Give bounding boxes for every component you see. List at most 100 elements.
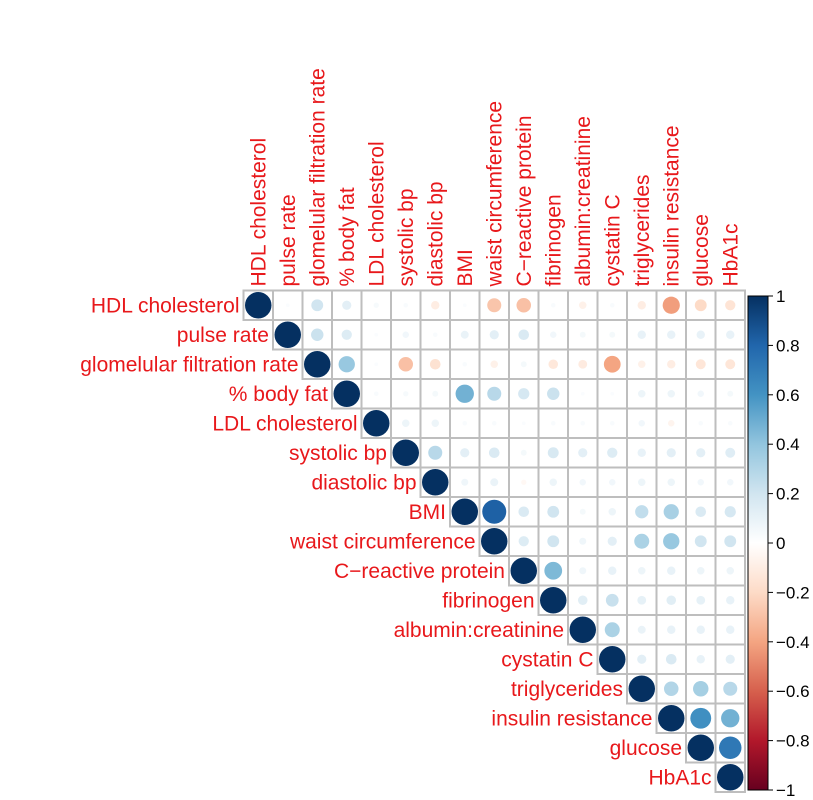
correlation-circle: [333, 380, 360, 407]
correlation-circle: [687, 734, 714, 761]
correlation-circle: [695, 506, 707, 518]
row-label: cystatin C: [501, 648, 593, 671]
row-label: glucose: [610, 737, 682, 760]
color-legend: 1 0.8 0.6 0.4 0.2 0 −0.2 −0.4 −0.6 −0.8 −1: [747, 287, 810, 800]
correlation-circle: [638, 360, 646, 368]
correlation-circle: [609, 479, 616, 486]
correlation-circle: [634, 533, 650, 549]
correlation-circle: [580, 420, 586, 426]
correlation-circle: [491, 420, 497, 426]
correlation-circle: [668, 420, 675, 427]
correlation-circle: [696, 330, 705, 339]
row-label: HbA1c: [648, 766, 711, 789]
correlation-circle: [403, 391, 409, 397]
correlation-circle: [725, 654, 735, 664]
legend-tick-label: 0.6: [776, 386, 800, 405]
correlation-circle: [462, 303, 467, 308]
correlation-circle: [725, 300, 736, 311]
correlation-circle: [635, 505, 649, 519]
column-labels: HDL cholesterol pulse rate glomelular filt…: [247, 68, 742, 287]
matrix-cell: [449, 289, 481, 321]
correlation-circle: [727, 390, 734, 397]
correlation-circle: [521, 479, 527, 485]
correlation-circle: [285, 303, 290, 308]
correlation-circle: [637, 330, 646, 339]
column-label: triglycerides: [631, 174, 654, 286]
correlation-circle: [694, 535, 707, 548]
column-label: BMI: [454, 249, 477, 286]
correlation-circle: [599, 646, 626, 673]
column-label: waist circumference: [483, 101, 506, 288]
row-label: % body fat: [229, 383, 328, 406]
correlation-circle: [579, 479, 586, 486]
correlation-circle: [697, 390, 704, 397]
correlation-circle: [605, 593, 619, 607]
correlation-circle: [658, 705, 685, 732]
correlation-circle: [638, 420, 645, 427]
correlation-circle: [431, 419, 439, 427]
correlation-circle: [460, 448, 470, 458]
correlation-circle: [304, 351, 331, 378]
correlation-circle: [608, 508, 616, 516]
correlation-circle: [451, 498, 478, 525]
correlation-circle: [698, 420, 704, 426]
correlation-circle: [637, 448, 646, 457]
correlation-circle: [690, 707, 712, 729]
correlation-circle: [609, 420, 615, 426]
correlation-circle: [727, 479, 734, 486]
correlation-circle: [402, 331, 409, 338]
column-label: albumin:creatinine: [572, 116, 595, 286]
column-label: fibrinogen: [542, 194, 565, 286]
row-label: BMI: [409, 501, 446, 524]
matrix-cell: [419, 437, 451, 469]
correlation-circle: [403, 302, 409, 308]
column-label: diastolic bp: [424, 181, 447, 286]
color-bar: [747, 295, 769, 791]
correlation-circle: [607, 447, 618, 458]
correlation-circle: [521, 421, 526, 426]
cell-grid: [242, 289, 746, 793]
correlation-circle: [520, 361, 527, 368]
correlation-circle: [607, 536, 617, 546]
correlation-circle: [727, 420, 733, 426]
row-label: glomelular filtration rate: [80, 353, 298, 376]
correlation-circle: [694, 299, 707, 312]
correlation-circle: [637, 654, 647, 664]
correlation-circle: [311, 328, 324, 341]
matrix-cell: [714, 289, 746, 321]
correlation-circle: [696, 448, 706, 458]
correlation-circle: [726, 596, 735, 605]
correlation-circle: [579, 508, 586, 515]
legend-tick-label: 0.2: [776, 485, 800, 504]
column-label: C−reactive protein: [513, 115, 536, 286]
correlation-circle: [667, 625, 676, 634]
matrix-cell: [714, 437, 746, 469]
correlation-circle: [245, 292, 272, 319]
correlation-circle: [518, 329, 530, 341]
correlation-circle: [724, 506, 736, 518]
correlation-circle: [398, 356, 414, 372]
correlation-circle: [637, 301, 646, 310]
correlation-circle: [667, 360, 676, 369]
correlation-circle: [667, 478, 675, 486]
row-label: fibrinogen: [442, 589, 534, 612]
column-label: glucose: [690, 214, 713, 286]
correlation-circle: [569, 616, 596, 643]
correlation-circle: [547, 387, 560, 400]
row-label: LDL cholesterol: [212, 412, 357, 435]
correlation-circle: [663, 504, 679, 520]
column-label: pulse rate: [277, 194, 300, 286]
correlation-circle: [490, 478, 499, 487]
correlation-circle: [488, 447, 500, 459]
correlation-circle: [608, 566, 617, 575]
correlation-circle: [432, 390, 439, 397]
correlation-circle: [726, 330, 735, 339]
row-label: albumin:creatinine: [394, 619, 564, 642]
correlation-circle: [482, 499, 507, 524]
correlation-circle: [719, 736, 742, 759]
correlation-circle: [726, 567, 734, 575]
correlation-circle: [578, 359, 588, 369]
legend-tick-label: −0.2: [776, 583, 810, 602]
correlation-circle: [428, 445, 443, 460]
